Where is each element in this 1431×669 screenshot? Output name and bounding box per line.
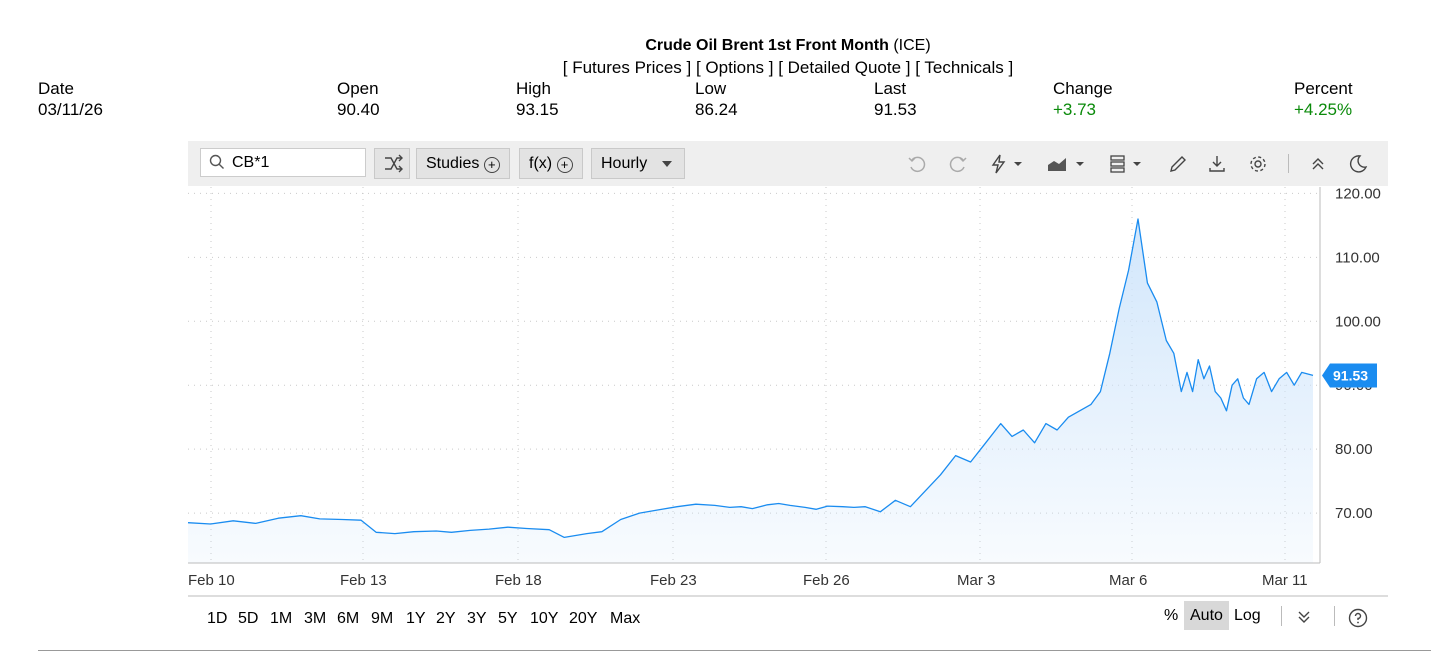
open-label: Open xyxy=(337,79,379,98)
range-max[interactable]: Max xyxy=(610,610,641,627)
link-options[interactable]: [ Options ] xyxy=(695,58,774,77)
x-tick-label: Feb 10 xyxy=(188,572,235,589)
help-icon[interactable] xyxy=(1348,608,1368,628)
link-technicals[interactable]: [ Technicals ] xyxy=(915,58,1014,77)
chart-toolbar: CB*1 Studies + f(x) + Hourly xyxy=(188,141,1388,186)
link-detailed-quote[interactable]: [ Detailed Quote ] xyxy=(778,58,911,77)
range-1y[interactable]: 1Y xyxy=(406,610,426,627)
low-label: Low xyxy=(695,79,727,98)
chevron-down-icon xyxy=(662,161,672,167)
range-9m[interactable]: 9M xyxy=(371,610,394,627)
interval-select[interactable]: Hourly xyxy=(591,148,685,179)
y-tick-label: 70.00 xyxy=(1335,505,1373,522)
y-tick-label: 80.00 xyxy=(1335,441,1373,458)
link-futures-prices[interactable]: [ Futures Prices ] xyxy=(562,58,692,77)
toolbar-divider xyxy=(1288,154,1289,173)
last-price-marker xyxy=(1322,363,1377,388)
symbol-search[interactable]: CB*1 xyxy=(200,148,366,177)
bottom-divider xyxy=(38,650,1431,651)
scale-log[interactable]: Log xyxy=(1234,607,1261,624)
dark-mode-icon[interactable] xyxy=(1347,153,1369,175)
double-chevron-down-icon[interactable] xyxy=(1295,608,1313,626)
gear-icon[interactable] xyxy=(1247,153,1269,175)
plus-circle-icon: + xyxy=(483,157,500,173)
interval-label: Hourly xyxy=(601,155,648,172)
title-instrument: Crude Oil Brent 1st Front Month xyxy=(645,37,889,54)
help-divider xyxy=(1334,606,1335,626)
chart-title: Crude Oil Brent 1st Front Month (ICE) xyxy=(0,37,1431,55)
last-price-label: 91.53 xyxy=(1333,367,1368,383)
range-bar: 1D 5D 1M 3M 6M 9M 1Y 2Y 3Y 5Y 10Y 20Y Ma… xyxy=(188,596,1388,636)
compare-button[interactable] xyxy=(374,148,410,179)
scale-percent[interactable]: % xyxy=(1164,607,1179,624)
date-value: 03/11/26 xyxy=(38,100,103,119)
range-1d[interactable]: 1D xyxy=(207,610,228,627)
last-label: Last xyxy=(874,79,907,98)
symbol-input[interactable]: CB*1 xyxy=(232,154,270,171)
change-label: Change xyxy=(1053,79,1113,98)
chart-type-icon[interactable] xyxy=(1046,153,1088,175)
shuffle-icon xyxy=(385,154,403,173)
range-2y[interactable]: 2Y xyxy=(436,610,456,627)
undo-icon[interactable] xyxy=(906,153,928,175)
percent-value: +4.25% xyxy=(1294,100,1353,119)
events-icon[interactable] xyxy=(988,153,1028,175)
price-area xyxy=(188,219,1313,563)
functions-label: f(x) xyxy=(529,155,553,172)
x-tick-label: Feb 13 xyxy=(340,572,387,589)
x-tick-label: Mar 6 xyxy=(1109,572,1147,589)
range-3m[interactable]: 3M xyxy=(304,610,327,627)
scale-divider xyxy=(1281,606,1282,626)
range-6m[interactable]: 6M xyxy=(337,610,360,627)
range-3y[interactable]: 3Y xyxy=(467,610,487,627)
range-1m[interactable]: 1M xyxy=(270,610,293,627)
collapse-icon[interactable] xyxy=(1307,153,1329,175)
layout-icon[interactable] xyxy=(1108,153,1148,175)
last-value: 91.53 xyxy=(874,100,917,119)
y-tick-label: 120.00 xyxy=(1335,185,1381,202)
x-tick-label: Feb 23 xyxy=(650,572,697,589)
download-icon[interactable] xyxy=(1206,153,1228,175)
functions-button[interactable]: f(x) + xyxy=(519,148,583,179)
high-label: High xyxy=(516,79,551,98)
x-tick-label: Feb 18 xyxy=(495,572,542,589)
range-5y[interactable]: 5Y xyxy=(498,610,518,627)
x-tick-label: Feb 26 xyxy=(803,572,850,589)
search-icon xyxy=(209,154,224,169)
x-tick-label: Mar 3 xyxy=(957,572,995,589)
header-links: [ Futures Prices ] [ Options ] [ Detaile… xyxy=(0,58,1431,78)
range-20y[interactable]: 20Y xyxy=(569,610,598,627)
range-5d[interactable]: 5D xyxy=(238,610,259,627)
title-exchange: (ICE) xyxy=(888,37,931,54)
open-value: 90.40 xyxy=(337,100,380,119)
change-value: +3.73 xyxy=(1053,100,1097,119)
high-value: 93.15 xyxy=(516,100,559,119)
plus-circle-icon: + xyxy=(556,157,573,173)
price-line xyxy=(187,218,1314,539)
studies-label: Studies xyxy=(426,155,480,172)
range-10y[interactable]: 10Y xyxy=(530,610,559,627)
y-tick-label: 100.00 xyxy=(1335,313,1381,330)
redo-icon[interactable] xyxy=(947,153,969,175)
scale-auto[interactable]: Auto xyxy=(1184,601,1229,630)
y-tick-label: 110.00 xyxy=(1335,249,1380,266)
date-label: Date xyxy=(38,79,74,98)
studies-button[interactable]: Studies + xyxy=(416,148,510,179)
x-tick-label: Mar 11 xyxy=(1262,572,1308,589)
draw-icon[interactable] xyxy=(1167,153,1189,175)
percent-label: Percent xyxy=(1294,79,1353,98)
low-value: 86.24 xyxy=(695,100,738,119)
